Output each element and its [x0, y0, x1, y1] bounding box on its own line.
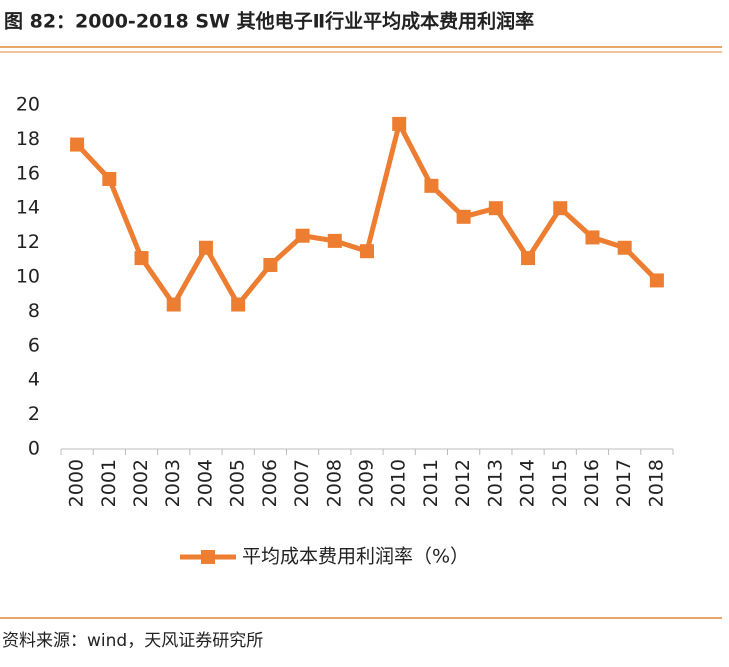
- data-point: [102, 171, 117, 186]
- data-point: [166, 297, 181, 312]
- x-tick-label: 2017: [613, 459, 635, 507]
- y-tick-label: 20: [16, 94, 40, 116]
- x-tick-label: 2011: [420, 459, 442, 507]
- data-point: [134, 251, 149, 266]
- x-tick-label: 2010: [388, 459, 410, 507]
- x-tick-label: 2012: [452, 459, 474, 507]
- x-tick-label: 2000: [66, 459, 88, 507]
- y-tick-label: 18: [16, 128, 40, 150]
- x-tick-label: 2005: [227, 459, 249, 507]
- y-tick-label: 12: [16, 231, 40, 253]
- x-tick-label: 2013: [484, 459, 506, 507]
- x-tick-label: 2003: [162, 459, 184, 507]
- x-tick-label: 2015: [549, 459, 571, 507]
- data-point: [70, 137, 85, 152]
- x-tick-label: 2016: [581, 459, 603, 507]
- data-point: [424, 178, 439, 193]
- y-tick-label: 8: [28, 300, 40, 322]
- data-point: [198, 240, 213, 255]
- y-tick-label: 14: [16, 197, 40, 219]
- y-tick-label: 6: [28, 334, 40, 356]
- data-point: [263, 257, 278, 272]
- x-tick-label: 2014: [517, 459, 539, 507]
- data-point: [521, 251, 536, 266]
- x-tick-label: 2006: [259, 459, 281, 507]
- data-point: [585, 230, 600, 245]
- x-tick-label: 2002: [130, 459, 152, 507]
- x-tick-label: 2007: [291, 459, 313, 507]
- x-tick-label: 2009: [356, 459, 378, 507]
- data-point: [295, 228, 310, 243]
- x-tick-label: 2004: [194, 459, 216, 507]
- data-point: [231, 297, 246, 312]
- data-point: [553, 201, 568, 216]
- data-point: [488, 201, 503, 216]
- legend-label: 平均成本费用利润率（%）: [242, 546, 469, 568]
- source-note: 资料来源：wind，天风证券研究所: [2, 631, 263, 651]
- data-point: [649, 273, 664, 288]
- data-line: [75, 121, 659, 308]
- y-tick-label: 0: [28, 438, 40, 460]
- y-tick-label: 10: [16, 266, 40, 288]
- x-tick-label: 2008: [323, 459, 345, 507]
- data-point: [360, 244, 374, 259]
- y-tick-label: 16: [16, 162, 40, 184]
- data-point: [617, 240, 632, 255]
- x-tick-label: 2018: [645, 459, 667, 507]
- data-point: [327, 233, 342, 248]
- data-point: [456, 209, 471, 224]
- y-tick-label: 4: [28, 369, 40, 391]
- data-point: [392, 116, 407, 131]
- x-tick-label: 2001: [98, 459, 120, 507]
- chart-title: 图 82：2000-2018 SW 其他电子Ⅱ行业平均成本费用利润率: [4, 10, 534, 33]
- y-tick-label: 2: [28, 403, 40, 425]
- legend-marker: [201, 550, 215, 564]
